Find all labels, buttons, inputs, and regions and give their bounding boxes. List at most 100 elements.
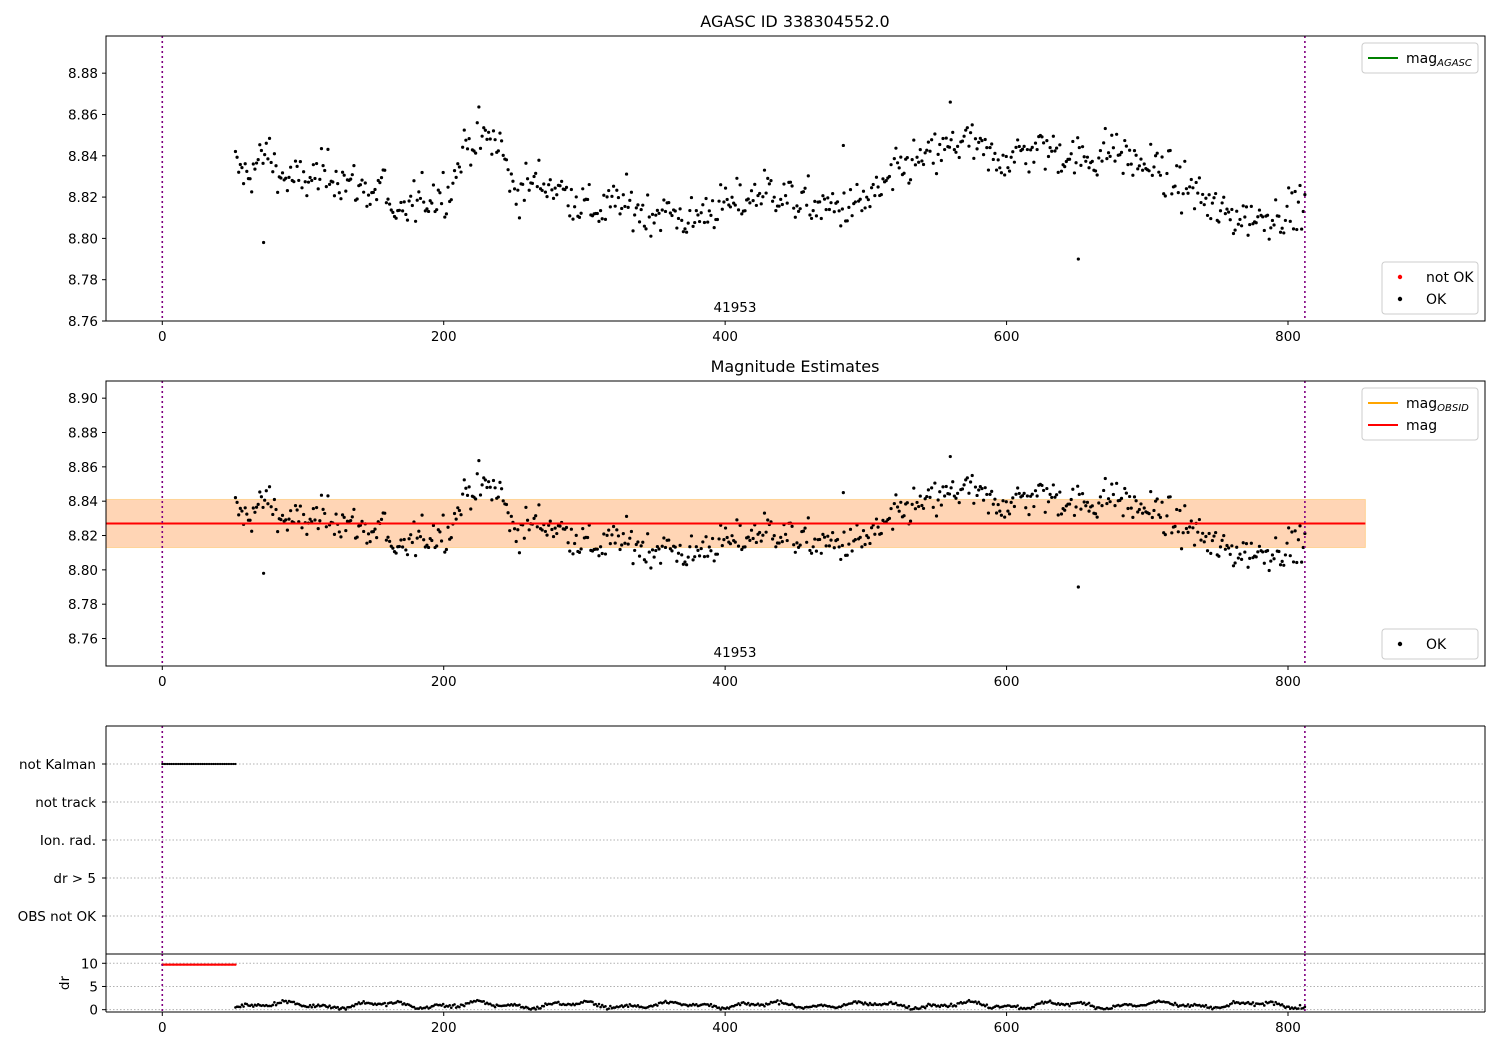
data-point-ok — [1285, 541, 1289, 545]
data-point-ok — [1152, 165, 1156, 169]
data-point-ok — [1176, 191, 1180, 195]
dr-point — [1297, 1007, 1300, 1010]
data-point-ok — [788, 180, 793, 184]
data-point-ok — [1123, 486, 1127, 491]
data-point-ok — [1097, 501, 1101, 505]
data-point-ok — [845, 219, 849, 223]
data-point-ok — [637, 554, 642, 558]
data-point-ok — [970, 473, 974, 478]
flag-point — [210, 762, 213, 766]
data-point-ok — [517, 551, 522, 555]
data-point-ok — [981, 153, 986, 157]
data-point-ok — [913, 507, 918, 511]
data-point-ok — [1291, 560, 1296, 564]
data-point-ok — [1168, 148, 1172, 153]
x-tick-label: 600 — [994, 1020, 1020, 1036]
data-point-ok — [611, 524, 616, 529]
data-point-ok — [332, 194, 337, 198]
dr-point — [860, 1001, 864, 1005]
data-point-ok — [1032, 504, 1036, 509]
data-point-ok — [994, 168, 999, 172]
data-point-ok — [485, 485, 489, 490]
data-point-ok — [663, 209, 668, 214]
flag-point — [190, 762, 193, 766]
data-point-ok — [384, 201, 388, 205]
data-point-ok — [996, 158, 1000, 162]
data-point-ok — [837, 209, 841, 213]
chart-title: AGASC ID 338304552.0 — [700, 12, 889, 31]
data-point-ok — [258, 490, 262, 494]
y-tick-label: 8.80 — [68, 563, 98, 579]
data-point-ok — [975, 147, 979, 151]
data-point-ok — [600, 551, 604, 556]
data-point-ok — [1147, 169, 1151, 173]
data-point-ok — [324, 184, 328, 189]
data-point-ok — [626, 542, 630, 546]
data-point-ok — [1042, 141, 1046, 145]
dr-point — [467, 1001, 471, 1005]
data-point-ok — [673, 545, 677, 549]
data-point-ok — [362, 529, 366, 534]
dr-point — [894, 1001, 898, 1005]
data-point-ok — [498, 131, 502, 135]
data-point-ok — [573, 205, 577, 209]
flag-point — [217, 762, 221, 766]
data-point-ok — [469, 163, 473, 167]
data-point-ok — [1142, 506, 1146, 510]
data-point-ok — [866, 536, 870, 540]
y-tick-label: 8.84 — [68, 494, 98, 510]
flag-point — [170, 762, 173, 766]
data-point-ok — [805, 203, 809, 207]
data-point-ok — [512, 527, 517, 531]
data-point-ok — [293, 159, 298, 163]
data-point-ok — [464, 138, 468, 142]
dr-point — [776, 999, 779, 1002]
data-point-ok — [391, 210, 395, 214]
data-point-ok — [1050, 149, 1054, 153]
data-point-ok — [688, 208, 692, 213]
data-point-ok — [1261, 215, 1265, 219]
data-point-ok — [994, 511, 999, 515]
data-point-ok — [1059, 512, 1064, 516]
dr-point — [1040, 1000, 1044, 1003]
data-point-ok — [1106, 151, 1111, 155]
data-point-ok — [568, 214, 572, 218]
data-point-ok — [616, 534, 621, 538]
data-point-ok — [326, 494, 330, 498]
data-point-ok — [749, 189, 754, 193]
data-point-ok — [824, 544, 828, 548]
data-point-ok — [662, 536, 666, 540]
data-point-ok — [607, 528, 611, 532]
data-point-ok — [1184, 526, 1189, 531]
data-point-ok — [334, 512, 338, 516]
data-point-ok — [691, 224, 695, 228]
dr-point — [453, 1003, 456, 1006]
data-point-ok — [968, 480, 973, 484]
data-point-ok — [912, 138, 916, 142]
data-point-ok — [337, 191, 341, 195]
data-point-ok — [1170, 531, 1174, 535]
data-point-ok — [326, 147, 330, 151]
data-point-ok — [1209, 551, 1213, 555]
data-point-ok — [297, 520, 301, 524]
data-point-ok — [334, 169, 338, 173]
flag-point — [197, 762, 200, 766]
flag-point — [173, 762, 177, 766]
data-point-ok — [1210, 201, 1214, 205]
data-point-ok — [762, 511, 767, 515]
data-point-ok — [1303, 193, 1307, 197]
data-point-ok — [930, 486, 934, 490]
data-point-ok — [621, 193, 625, 197]
data-point-ok — [923, 151, 927, 155]
data-point-ok — [771, 199, 775, 203]
data-point-ok — [977, 488, 981, 492]
data-point-ok — [311, 506, 315, 511]
data-point-ok — [634, 206, 638, 210]
data-point-ok — [709, 549, 713, 553]
data-point-ok — [1082, 500, 1086, 504]
dr-point — [532, 1006, 536, 1010]
data-point-ok — [1033, 489, 1038, 493]
data-point-ok — [344, 189, 348, 193]
data-point-ok — [1080, 492, 1085, 496]
